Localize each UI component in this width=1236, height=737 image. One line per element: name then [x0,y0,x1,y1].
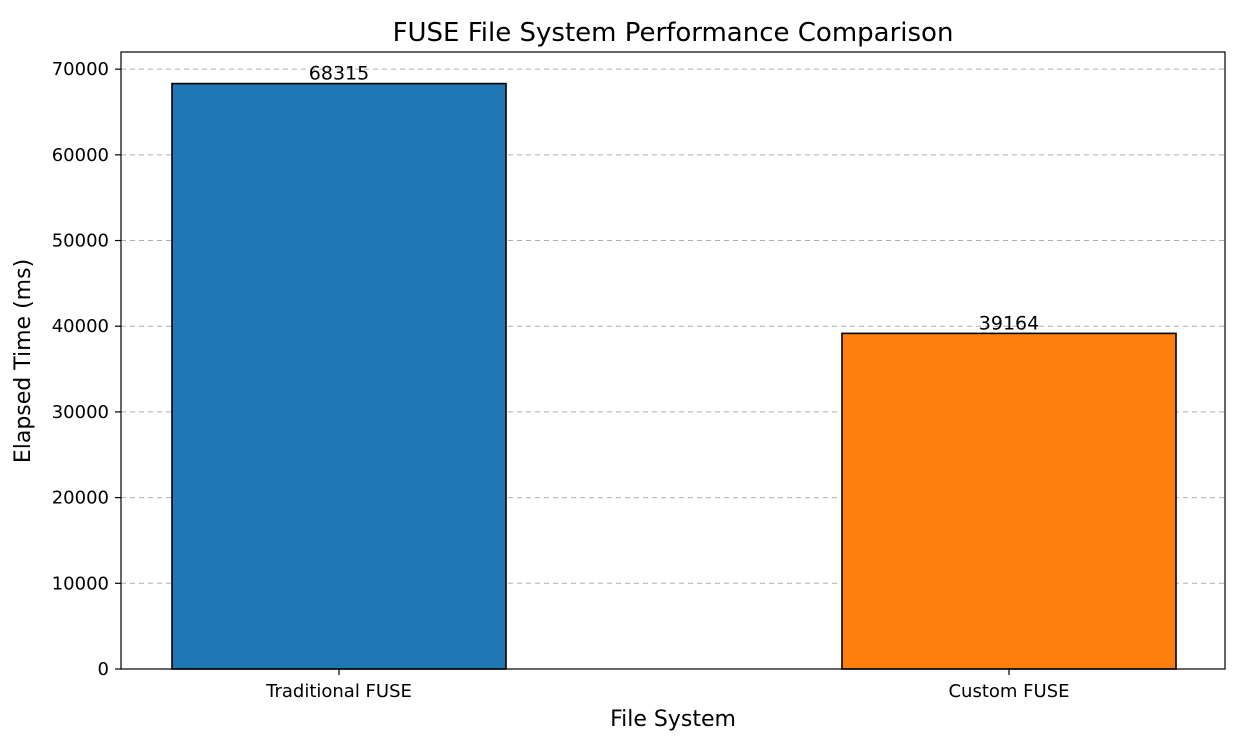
x-axis: Traditional FUSE Custom FUSE [265,669,1070,702]
bar-value-label: 68315 [309,63,369,85]
bars [171,82,1177,670]
y-tick-label: 50000 [52,231,109,252]
bar-value-labels: 68315 39164 [309,63,1039,335]
y-tick-label: 30000 [52,402,109,423]
bar [841,332,1177,670]
y-tick-label: 60000 [52,145,109,166]
y-tick-label: 70000 [52,59,109,80]
bar-value-label: 39164 [979,312,1039,334]
y-axis: 0 10000 20000 30000 40000 50000 60000 70000 [52,59,121,680]
y-tick-label: 40000 [52,316,109,337]
x-tick-label: Traditional FUSE [265,681,412,702]
y-axis-label: Elapsed Time (ms) [11,259,36,463]
y-tick-label: 20000 [52,488,109,509]
plot-frame [120,51,1226,670]
chart-title: FUSE File System Performance Comparison [393,18,954,48]
y-tick-label: 0 [98,659,109,680]
y-tick-label: 10000 [52,573,109,594]
x-axis-label: File System [610,707,736,732]
bar [171,82,507,670]
x-tick-label: Custom FUSE [948,681,1069,702]
